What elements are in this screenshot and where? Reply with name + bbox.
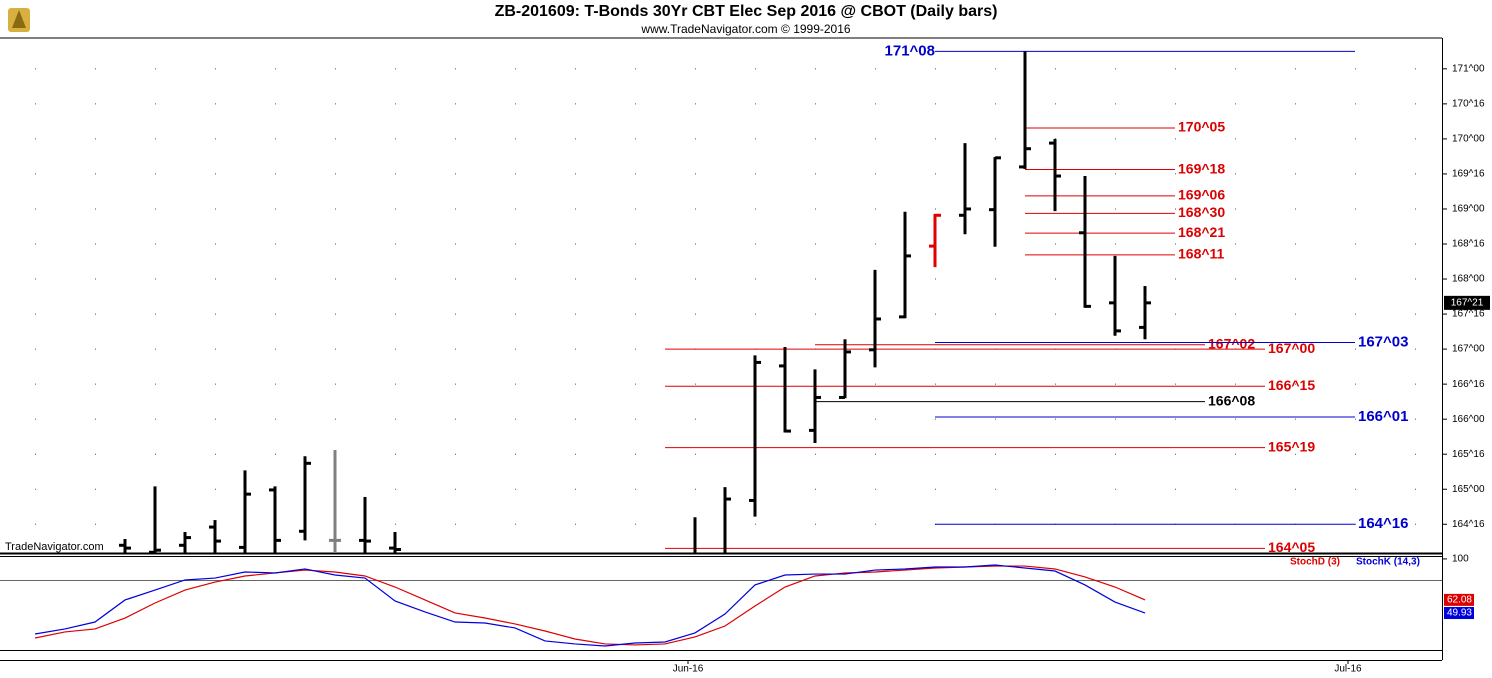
chart-title: ZB-201609: T-Bonds 30Yr CBT Elec Sep 201… [495, 3, 998, 20]
y-tick-label: 167^00 [1452, 344, 1485, 355]
level-label: 170^05 [1178, 119, 1225, 135]
level-label: 167^02 [1208, 335, 1255, 351]
legend-entry: StochD (3) [1290, 557, 1340, 568]
y-tick-label: 170^00 [1452, 134, 1485, 145]
y-tick-label: 166^00 [1452, 414, 1485, 425]
y-tick-label: 168^00 [1452, 274, 1485, 285]
level-label: 168^21 [1178, 224, 1225, 240]
level-label: 171^08 [885, 42, 935, 59]
level-label: 164^05 [1268, 539, 1315, 555]
y-tick-label: 170^16 [1452, 99, 1485, 110]
x-tick-label: Jul-16 [1334, 664, 1362, 675]
stoch-panel [0, 564, 1442, 647]
level-label: 166^08 [1208, 392, 1255, 408]
y-tick-label: 100 [1452, 554, 1469, 565]
y-tick-label: 165^00 [1452, 484, 1485, 495]
logo [8, 8, 30, 32]
y-tick-label: 171^00 [1452, 63, 1485, 74]
y-tick-label: 169^16 [1452, 169, 1485, 180]
last-value-box [1444, 607, 1474, 620]
last-value-label: 62.08 [1447, 595, 1472, 606]
x-tick-label: Jun-16 [673, 664, 704, 675]
axes: 171^00 170^16 170^00 169^16 169^00 168^16 168^… [673, 63, 1490, 675]
level-label: 166^01 [1358, 408, 1408, 425]
level-label: 167^00 [1268, 340, 1315, 356]
last-price-box [1444, 295, 1490, 310]
level-label: 169^18 [1178, 160, 1225, 176]
y-tick-label: 166^16 [1452, 379, 1485, 390]
chart-subtitle: www.TradeNavigator.com © 1999-2016 [640, 22, 850, 36]
y-tick-label: 164^16 [1452, 519, 1485, 530]
y-tick-label: 165^16 [1452, 449, 1485, 460]
level-label: 166^15 [1268, 377, 1315, 393]
y-tick-label: 168^16 [1452, 239, 1485, 250]
level-label: 165^19 [1268, 438, 1315, 454]
y-tick-label: 169^00 [1452, 204, 1485, 215]
level-label: 169^06 [1178, 187, 1225, 203]
watermark: TradeNavigator.com [5, 541, 104, 553]
last-value-box [1444, 593, 1474, 606]
last-value-label: 49.93 [1447, 608, 1472, 619]
legend-entry: StochK (14,3) [1356, 557, 1420, 568]
level-label: 168^30 [1178, 204, 1225, 220]
level-label: 168^11 [1178, 246, 1225, 262]
y-tick-label: 167^16 [1452, 309, 1485, 320]
level-label: 167^03 [1358, 333, 1408, 350]
level-label: 164^16 [1358, 515, 1408, 532]
last-price-label: 167^21 [1451, 297, 1484, 308]
stoch-line [34, 564, 1146, 647]
